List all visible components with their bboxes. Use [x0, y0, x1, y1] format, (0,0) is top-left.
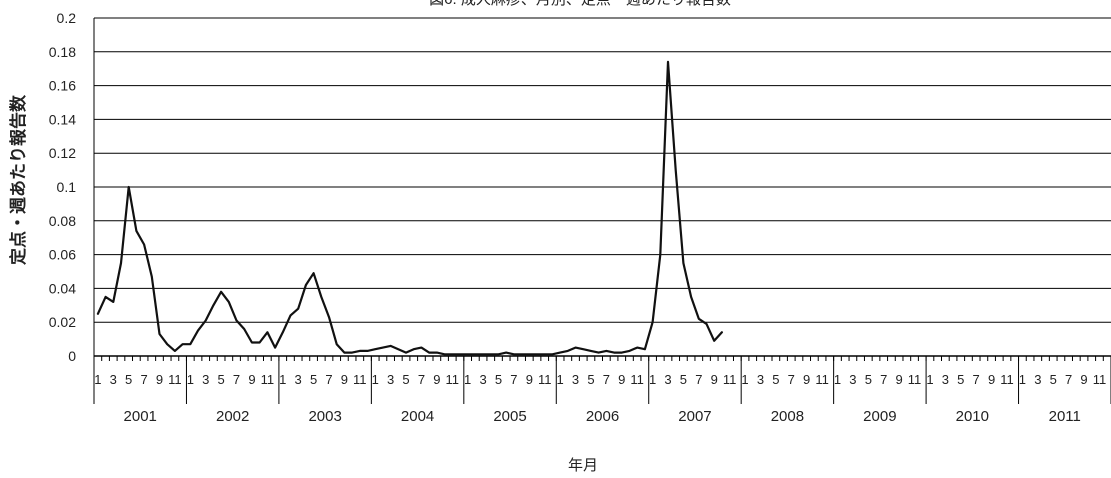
x-tick-label: 7: [880, 372, 887, 387]
x-tick-label: 3: [664, 372, 671, 387]
x-tick-label: 11: [908, 372, 922, 387]
year-label: 2004: [401, 408, 434, 425]
year-label: 2006: [586, 408, 619, 425]
x-tick-label: 9: [988, 372, 995, 387]
x-tick-label: 11: [1000, 372, 1014, 387]
x-tick-label: 3: [1034, 372, 1041, 387]
chart-title: 図6. 成人麻疹、月別、定点・週あたり報告数: [429, 0, 731, 8]
x-tick-label: 11: [630, 372, 644, 387]
y-tick-label: 0.1: [57, 179, 77, 195]
x-tick-label: 3: [757, 372, 764, 387]
year-label: 2003: [308, 408, 341, 425]
y-tick-label: 0: [68, 348, 76, 364]
y-tick-label: 0.16: [49, 78, 76, 94]
x-tick-label: 7: [695, 372, 702, 387]
x-tick-label: 9: [156, 372, 163, 387]
x-tick-label: 9: [341, 372, 348, 387]
x-tick-label: 9: [526, 372, 533, 387]
y-axis-label: 定点・週あたり報告数: [8, 94, 28, 265]
x-tick-label: 7: [788, 372, 795, 387]
x-tick-label: 5: [402, 372, 409, 387]
x-tick-label: 11: [815, 372, 829, 387]
y-tick-label: 0.06: [49, 247, 76, 263]
x-tick-label: 5: [218, 372, 225, 387]
x-tick-label: 5: [772, 372, 779, 387]
x-tick-label: 5: [865, 372, 872, 387]
year-label: 2010: [956, 408, 989, 425]
y-tick-label: 0.04: [49, 280, 76, 296]
x-tick-label: 9: [711, 372, 718, 387]
x-tick-label: 7: [1065, 372, 1072, 387]
x-tick-label: 9: [803, 372, 810, 387]
x-tick-label: 3: [479, 372, 486, 387]
x-tick-label: 5: [587, 372, 594, 387]
x-tick-label: 9: [896, 372, 903, 387]
x-tick-label: 9: [1080, 372, 1087, 387]
x-tick-label: 9: [248, 372, 255, 387]
grid: [94, 17, 1111, 357]
series-line: [96, 60, 724, 356]
x-tick-label: 3: [942, 372, 949, 387]
series: [96, 60, 724, 356]
x-tick-label: 1: [94, 372, 101, 387]
x-tick-label: 7: [233, 372, 240, 387]
x-tick-label: 1: [372, 372, 379, 387]
y-tick-label: 0.2: [57, 10, 77, 26]
y-tick-label: 0.14: [49, 111, 76, 127]
year-label: 2007: [678, 408, 711, 425]
x-tick-label: 11: [261, 372, 275, 387]
x-tick-label: 3: [110, 372, 117, 387]
y-tick-label: 0.02: [49, 314, 76, 330]
x-tick-label: 9: [618, 372, 625, 387]
x-tick-label: 3: [572, 372, 579, 387]
x-tick-label: 5: [1050, 372, 1057, 387]
x-tick-label: 5: [495, 372, 502, 387]
y-tick-label: 0.12: [49, 145, 76, 161]
x-tick-label: 11: [168, 372, 182, 387]
year-label: 2011: [1049, 408, 1081, 425]
x-tick-label: 3: [295, 372, 302, 387]
x-tick-label: 7: [325, 372, 332, 387]
x-tick-label: 7: [418, 372, 425, 387]
year-label: 2001: [124, 408, 157, 425]
x-tick-label: 11: [353, 372, 367, 387]
x-tick-label: 7: [973, 372, 980, 387]
plot-area: [93, 18, 1111, 357]
x-tick-label: 5: [957, 372, 964, 387]
x-tick-label: 9: [433, 372, 440, 387]
x-tick-label: 1: [464, 372, 471, 387]
year-label: 2002: [216, 408, 249, 425]
x-tick-label: 1: [1019, 372, 1026, 387]
x-tick-label: 1: [741, 372, 748, 387]
x-tick-label: 5: [125, 372, 132, 387]
x-tick-label: 11: [446, 372, 460, 387]
x-tick-label: 3: [849, 372, 856, 387]
x-tick-label: 7: [140, 372, 147, 387]
x-tick-label: 5: [680, 372, 687, 387]
x-tick-label: 1: [649, 372, 656, 387]
y-axis-ticks: 0 0.02 0.04 0.06 0.08 0.1 0.12 0.14 0.16 0.18 0.2: [49, 10, 76, 364]
x-tick-label: 11: [1093, 372, 1107, 387]
x-tick-label: 1: [187, 372, 194, 387]
x-tick-label: 5: [310, 372, 317, 387]
x-tick-label: 7: [510, 372, 517, 387]
x-tick-label: 1: [834, 372, 841, 387]
x-tick-label: 3: [202, 372, 209, 387]
x-tick-label: 11: [538, 372, 552, 387]
x-tick-label: 11: [723, 372, 737, 387]
y-tick-label: 0.18: [49, 44, 76, 60]
year-label: 2009: [863, 408, 896, 425]
x-tick-label: 1: [279, 372, 286, 387]
x-tick-label: 7: [603, 372, 610, 387]
x-tick-label: 1: [557, 372, 564, 387]
year-label: 2008: [771, 408, 804, 425]
y-tick-label: 0.08: [49, 213, 76, 229]
year-label: 2005: [493, 408, 526, 425]
x-tick-label: 1: [926, 372, 933, 387]
x-tick-label: 3: [387, 372, 394, 387]
x-axis-label: 年月: [568, 457, 598, 474]
